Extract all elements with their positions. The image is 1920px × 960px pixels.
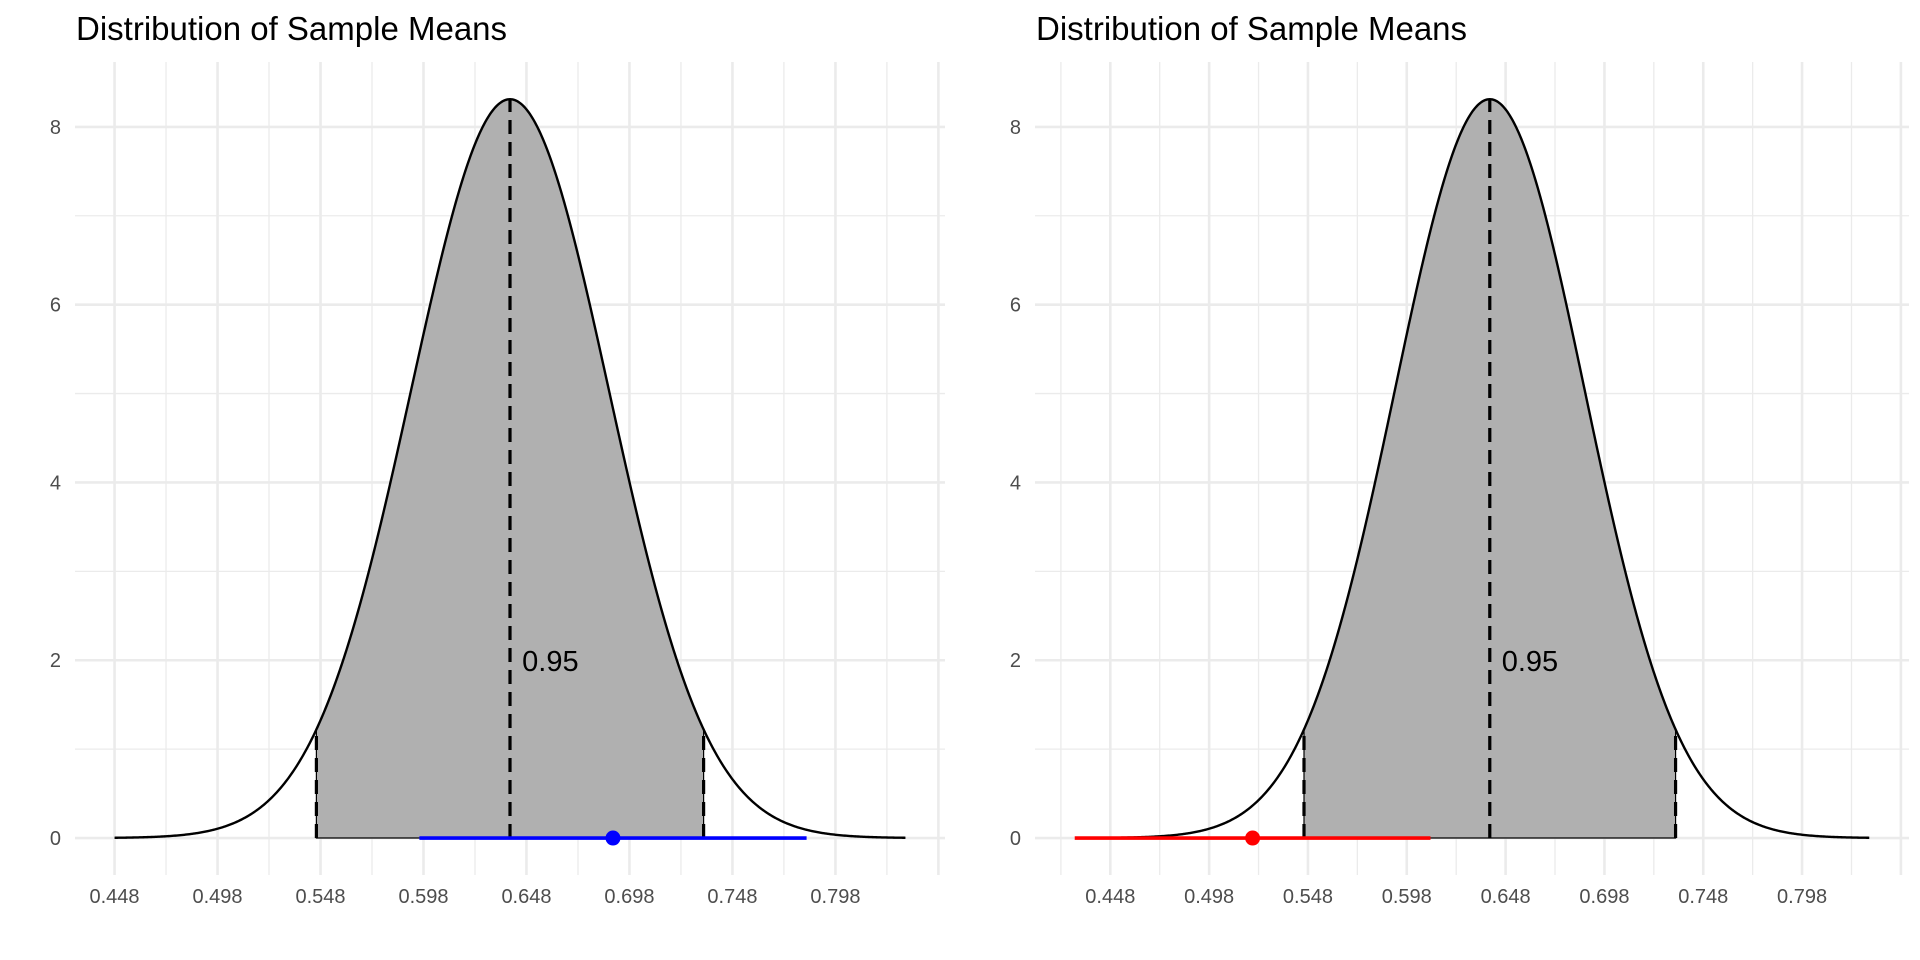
right-x-tick-label: 0.448 xyxy=(1085,886,1135,908)
left-y-tick-label: 4 xyxy=(50,472,61,494)
right-x-tick-label: 0.498 xyxy=(1184,886,1234,908)
left-x-tick-label: 0.748 xyxy=(707,886,757,908)
left-chart-panel: Distribution of Sample Means 0.95 0.448 0.… xyxy=(50,10,945,908)
left-x-tick-label: 0.598 xyxy=(398,886,448,908)
left-probability-label: 0.95 xyxy=(522,646,578,678)
right-x-tick-label: 0.648 xyxy=(1481,886,1531,908)
left-y-tick-label: 8 xyxy=(50,117,61,139)
left-x-tick-label: 0.798 xyxy=(810,886,860,908)
right-point-estimate xyxy=(1245,830,1261,846)
right-shaded-region xyxy=(1303,99,1676,839)
right-x-tick-label: 0.598 xyxy=(1382,886,1432,908)
right-x-tick-label: 0.698 xyxy=(1579,886,1629,908)
left-x-tick-label: 0.498 xyxy=(192,886,242,908)
left-x-tick-label: 0.698 xyxy=(604,886,654,908)
left-shaded-region xyxy=(316,99,704,839)
left-x-tick-label: 0.648 xyxy=(501,886,551,908)
right-chart-title: Distribution of Sample Means xyxy=(1036,10,1467,47)
right-probability-label: 0.95 xyxy=(1502,646,1558,678)
right-x-tick-label: 0.748 xyxy=(1678,886,1728,908)
left-chart-title: Distribution of Sample Means xyxy=(76,10,507,47)
right-y-tick-label: 6 xyxy=(1010,295,1021,317)
right-chart-panel: Distribution of Sample Means 0.95 0.448 0.… xyxy=(1010,10,1909,908)
right-y-tick-label: 8 xyxy=(1010,117,1021,139)
left-y-tick-label: 0 xyxy=(50,828,61,850)
left-y-tick-label: 2 xyxy=(50,650,61,672)
left-y-tick-label: 6 xyxy=(50,295,61,317)
right-y-tick-label: 0 xyxy=(1010,828,1021,850)
right-y-tick-label: 4 xyxy=(1010,472,1021,494)
left-x-tick-label: 0.548 xyxy=(295,886,345,908)
right-x-tick-label: 0.798 xyxy=(1777,886,1827,908)
right-y-tick-label: 2 xyxy=(1010,650,1021,672)
left-point-estimate xyxy=(605,830,621,846)
right-x-tick-label: 0.548 xyxy=(1283,886,1333,908)
left-x-tick-label: 0.448 xyxy=(90,886,140,908)
